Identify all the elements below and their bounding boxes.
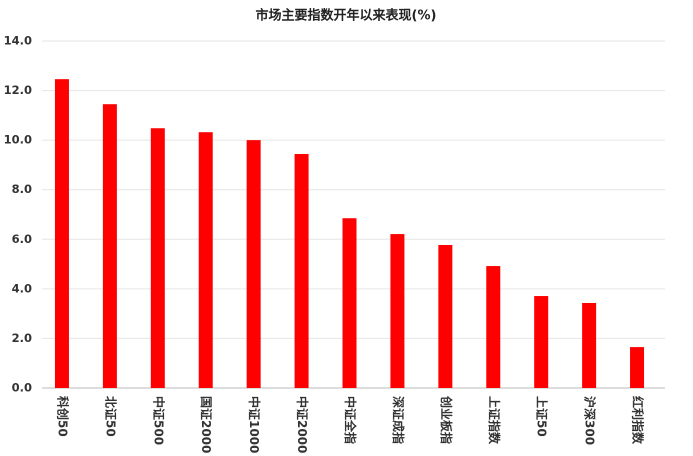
bar xyxy=(342,218,357,388)
x-tick-label: 中证2000 xyxy=(295,396,310,453)
x-tick-label: 中证1000 xyxy=(247,396,262,453)
bar xyxy=(102,104,117,388)
bar xyxy=(150,128,165,388)
bar xyxy=(54,79,69,389)
x-tick-label: 科创50 xyxy=(55,396,70,437)
bar xyxy=(390,234,405,388)
y-tick-label: 6.0 xyxy=(12,232,32,246)
chart-title: 市场主要指数开年以来表现(%) xyxy=(256,8,437,24)
x-tick-label: 红利指数 xyxy=(631,396,646,445)
x-tick-label: 创业板指 xyxy=(439,395,454,444)
bar xyxy=(294,154,309,388)
x-tick-label: 深证成指 xyxy=(391,396,406,444)
y-tick-label: 12.0 xyxy=(4,83,32,97)
y-tick-label: 4.0 xyxy=(12,281,32,295)
bar xyxy=(246,140,261,388)
bar xyxy=(534,296,549,388)
bar xyxy=(438,244,453,388)
x-tick-label: 北证50 xyxy=(103,396,118,437)
y-tick-label: 10.0 xyxy=(4,133,32,147)
bar xyxy=(630,347,645,388)
bar xyxy=(582,302,597,388)
x-tick-label: 上证50 xyxy=(535,396,550,437)
y-tick-label: 2.0 xyxy=(12,331,32,345)
x-tick-label: 上证指数 xyxy=(487,396,502,445)
bar xyxy=(198,132,213,388)
x-tick-label: 中证500 xyxy=(151,396,166,445)
x-tick-label: 中证全指 xyxy=(343,396,358,444)
y-tick-label: 0.0 xyxy=(12,381,32,395)
y-tick-label: 14.0 xyxy=(4,34,32,48)
bar xyxy=(486,266,501,388)
x-tick-label: 国证2000 xyxy=(199,396,213,453)
y-tick-label: 8.0 xyxy=(12,182,32,196)
x-tick-label: 沪深300 xyxy=(583,396,598,445)
